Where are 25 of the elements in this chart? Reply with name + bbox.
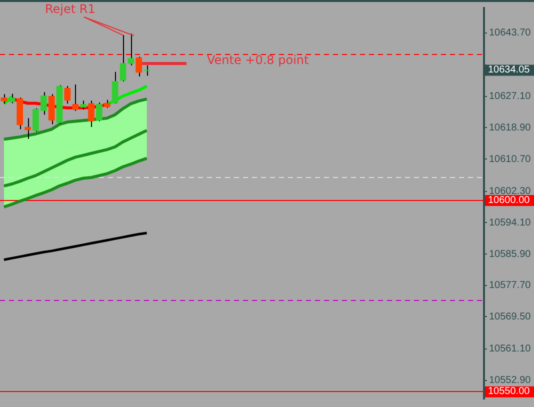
y-tick-label: 10618.90 [489, 122, 532, 134]
y-tick-label: 10577.70 [489, 280, 532, 292]
text: 10634.05 [488, 64, 530, 76]
candlestick [136, 56, 142, 77]
y-tick-label: 10552.90 [489, 375, 532, 386]
candlestick [8, 93, 16, 104]
ref-line-label: 10550.00 [488, 386, 530, 398]
candlestick [112, 71, 118, 104]
ref-line-label: 10600.00 [488, 194, 530, 206]
y-tick-label: 10594.10 [489, 217, 532, 228]
candlestick [0, 94, 8, 104]
annotation: Rejet R1 [45, 2, 96, 16]
y-tick-label: 10585.90 [489, 248, 532, 260]
candlestick [88, 100, 94, 128]
candlestick [24, 118, 31, 140]
candlestick [64, 86, 71, 104]
annotation: Vente +0.8 point [207, 53, 309, 67]
y-tick-label: 10627.10 [489, 91, 532, 102]
y-tick-label: 10561.10 [489, 344, 532, 355]
candlestick [96, 102, 102, 122]
y-tick-label: 10602.30 [489, 186, 532, 198]
y-tick-label: 10643.70 [489, 28, 532, 39]
y-tick-label: 10569.50 [489, 311, 532, 322]
candlestick [72, 84, 79, 112]
y-tick-label: 10610.70 [489, 154, 532, 165]
